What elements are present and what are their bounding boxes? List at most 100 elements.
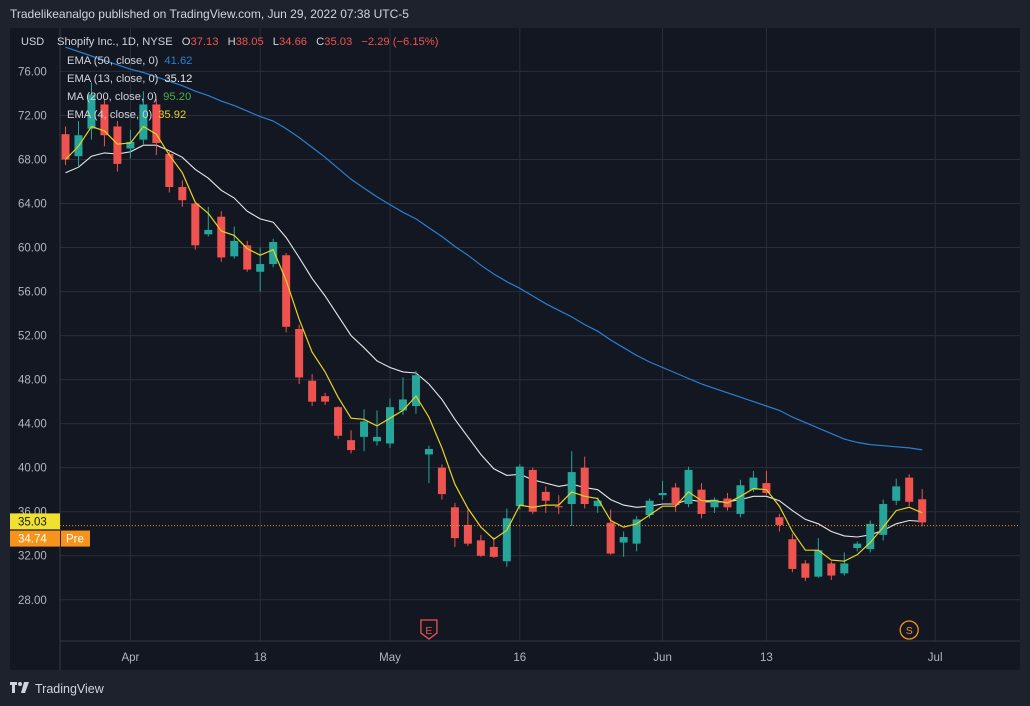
- candle: [489, 537, 498, 558]
- x-tick-label: 13: [760, 652, 773, 664]
- y-tick-label: 68.00: [18, 154, 47, 166]
- candle: [892, 478, 901, 506]
- candle: [671, 483, 680, 512]
- candle: [437, 464, 446, 500]
- candle: [308, 374, 317, 407]
- candle: [139, 91, 148, 146]
- last-price-tag: 35.03: [10, 513, 60, 530]
- candle-body: [178, 187, 187, 201]
- svg-text:MA (200, close, 0)95.20: MA (200, close, 0) 95.20: [67, 91, 191, 103]
- candles: [61, 82, 927, 582]
- candle: [282, 253, 291, 333]
- y-tick-label: 44.00: [18, 419, 47, 431]
- candle-body: [554, 506, 563, 508]
- y-tick-label: 76.00: [18, 66, 47, 78]
- moving-average-lines: [65, 46, 923, 538]
- y-tick-label: 60.00: [18, 243, 47, 255]
- candle: [905, 474, 914, 507]
- footer-brand: TradingView: [35, 681, 104, 696]
- candle: [463, 509, 472, 546]
- candle: [710, 497, 719, 513]
- indicator-value-ma200: 95.20: [163, 91, 191, 103]
- candle-body: [866, 523, 875, 550]
- candle: [541, 486, 550, 513]
- candle: [632, 516, 641, 552]
- candle-body: [191, 203, 200, 246]
- candle: [853, 541, 862, 552]
- ema13-line: [65, 144, 923, 538]
- candle-body: [788, 539, 797, 569]
- y-tick-label: 72.00: [18, 110, 47, 122]
- candlestick-chart[interactable]: 28.0032.0036.0040.0044.0048.0052.0056.00…: [10, 28, 1020, 670]
- candle-body: [814, 550, 823, 577]
- grid-lines: [60, 28, 1020, 641]
- candle: [606, 509, 615, 555]
- candle: [814, 538, 823, 578]
- price-tag-bg: [10, 513, 60, 530]
- candle: [515, 464, 524, 510]
- candle-body: [373, 436, 382, 442]
- candle-body: [489, 546, 498, 557]
- candle-body: [827, 563, 836, 576]
- candle: [762, 470, 771, 496]
- candle: [126, 129, 135, 159]
- candle-body: [100, 104, 109, 136]
- candle-body: [658, 493, 667, 496]
- legend-low-value: 34.66: [279, 36, 307, 48]
- earnings-event-icon[interactable]: E: [420, 619, 438, 640]
- publisher-header: Tradelikeanalgo published on TradingView…: [10, 7, 409, 21]
- svg-text:EMA (13, close, 0)35.12: EMA (13, close, 0) 35.12: [67, 73, 192, 85]
- candle-body: [139, 104, 148, 140]
- candle: [113, 120, 122, 172]
- candle: [567, 451, 576, 527]
- event-symbol: E: [425, 625, 432, 637]
- candle: [295, 324, 304, 385]
- y-tick-label: 40.00: [18, 463, 47, 475]
- x-tick-label: Apr: [121, 652, 139, 664]
- candle-body: [204, 229, 213, 235]
- candle-body: [256, 264, 265, 272]
- split-event-icon[interactable]: S: [899, 620, 919, 640]
- indicator-label-ema50: EMA (50, close, 0): [67, 55, 159, 67]
- y-tick-label: 32.00: [18, 551, 47, 563]
- candle: [321, 392, 330, 405]
- price-tag-text: 35.03: [18, 516, 47, 528]
- candle: [593, 497, 602, 513]
- x-tick-label: May: [379, 652, 401, 664]
- y-tick-label: 48.00: [18, 375, 47, 387]
- legend-high-label: H: [228, 36, 236, 48]
- candle-body: [853, 543, 862, 549]
- candle-body: [424, 448, 433, 455]
- legend-open-label: O: [182, 36, 191, 48]
- candle: [840, 552, 849, 576]
- candle-body: [61, 134, 70, 160]
- indicator-value-ema4: 35.92: [158, 109, 186, 121]
- candle-body: [619, 537, 628, 543]
- candle-body: [411, 375, 420, 407]
- y-tick-label: 56.00: [18, 287, 47, 299]
- time-axis[interactable]: Apr 18 May 16 Jun 13 Jul: [60, 640, 1020, 664]
- candle: [191, 201, 200, 250]
- price-tag-bg: [10, 530, 60, 547]
- legend-open-value: 37.13: [190, 36, 218, 48]
- candle: [827, 561, 836, 580]
- price-axis[interactable]: 28.0032.0036.0040.0044.0048.0052.0056.00…: [18, 28, 61, 670]
- candle: [580, 456, 589, 509]
- candle-body: [762, 483, 771, 494]
- chart-legend[interactable]: Shopify Inc., 1D, NYSE O37.13 H38.05 L34…: [57, 36, 439, 121]
- candle-body: [879, 504, 888, 535]
- candle-body: [567, 472, 576, 505]
- indicator-label-ema13: EMA (13, close, 0): [67, 73, 159, 85]
- candle-body: [918, 499, 927, 523]
- ema50-line: [65, 46, 923, 451]
- candle-body: [386, 407, 394, 444]
- candle: [87, 82, 96, 140]
- candle: [178, 180, 187, 207]
- candle-body: [152, 104, 161, 143]
- chart-frame[interactable]: 28.00 32.00 36.00 40.00 44.00 48.00 52.00 56.00…: [10, 28, 1020, 670]
- candle-body: [593, 500, 602, 507]
- candle: [398, 377, 407, 415]
- candle-body: [476, 540, 485, 556]
- candle: [424, 445, 433, 484]
